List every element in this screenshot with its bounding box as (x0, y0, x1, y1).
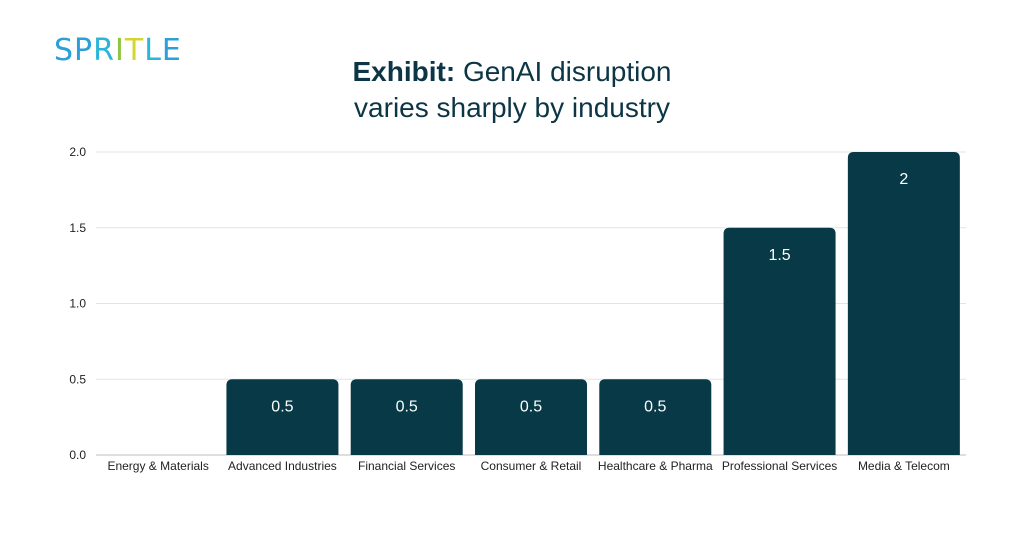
bar (723, 227, 836, 455)
logo-letter: L (144, 33, 162, 68)
chart-title-rest: GenAI disruption (462, 56, 672, 87)
logo-letter: E (161, 33, 182, 68)
bar (475, 379, 587, 455)
logo-letter: I (115, 33, 125, 68)
logo-letter: T (124, 33, 145, 68)
x-tick-label: Advanced Industries (228, 459, 337, 473)
brand-logo: SPRITLE (54, 34, 182, 68)
chart-title-line-2: varies sharply by industry (354, 92, 670, 123)
x-tick-label: Professional Services (722, 459, 837, 473)
logo-letter: P (74, 33, 94, 68)
logo-letter: R (93, 33, 115, 68)
bar (847, 152, 960, 455)
bar (350, 379, 463, 455)
bar (599, 379, 712, 455)
data-label: 1.5 (768, 247, 790, 264)
x-tick-label: Media & Telecom (858, 459, 950, 473)
x-tick-label: Consumer & Retail (481, 459, 582, 473)
y-tick-label: 2.0 (69, 145, 86, 159)
data-label: 0.5 (396, 398, 418, 415)
data-label: 0.5 (271, 398, 293, 415)
chart-title-line-1: Exhibit: GenAI disruption (0, 54, 1024, 90)
logo-letter: S (54, 33, 75, 68)
chart-title-bold: Exhibit: (352, 56, 456, 87)
data-label: 2 (899, 171, 908, 188)
x-tick-label: Healthcare & Pharma (598, 459, 713, 473)
y-tick-label: 0.5 (69, 372, 86, 386)
y-tick-label: 0.0 (69, 448, 86, 462)
y-tick-label: 1.0 (69, 297, 86, 311)
data-label: 0.5 (520, 398, 542, 415)
data-label: 0.5 (644, 398, 666, 415)
x-tick-label: Financial Services (358, 459, 455, 473)
bar (226, 379, 339, 455)
y-tick-label: 1.5 (69, 221, 86, 235)
x-tick-label: Energy & Materials (107, 459, 208, 473)
